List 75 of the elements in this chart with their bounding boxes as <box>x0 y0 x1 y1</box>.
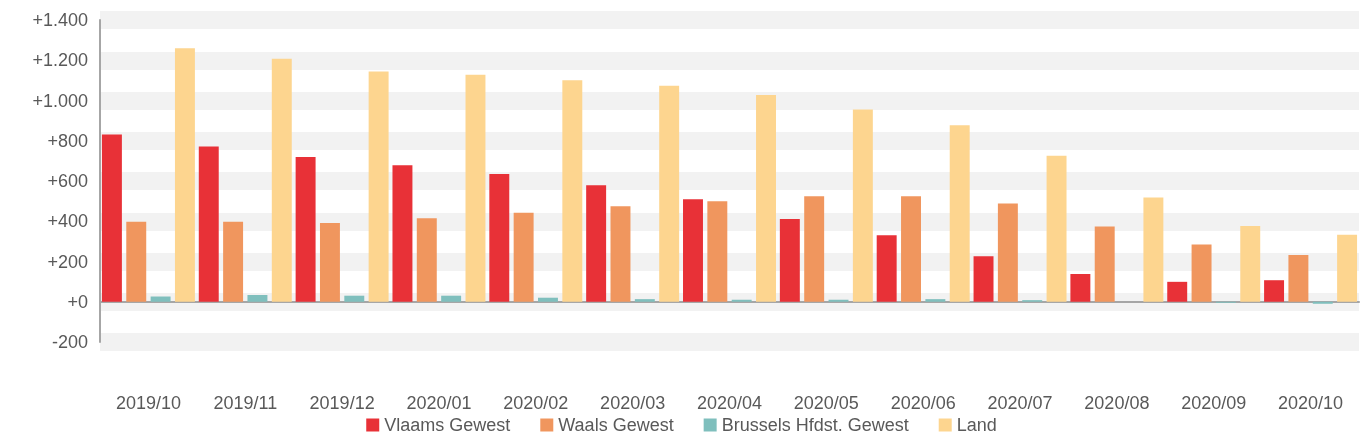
x-tick-label: 2019/10 <box>115 393 181 413</box>
bar <box>101 134 122 302</box>
bar <box>973 256 994 302</box>
bar <box>465 74 486 302</box>
bar <box>1191 244 1212 302</box>
bar <box>174 48 195 302</box>
bar <box>852 109 873 302</box>
bar <box>416 218 437 302</box>
bar <box>295 157 316 302</box>
y-tick-label: -200 <box>51 332 88 352</box>
bar <box>1167 281 1188 302</box>
bar <box>1240 226 1261 302</box>
bar <box>319 223 340 302</box>
y-tick-label: +1.000 <box>32 90 88 111</box>
y-tick-label: +1.200 <box>32 50 88 71</box>
bar <box>925 299 946 302</box>
x-tick-label: 2020/10 <box>1278 393 1344 413</box>
bar <box>344 295 365 302</box>
bar <box>392 165 413 302</box>
bar <box>756 95 776 302</box>
bar <box>198 146 219 302</box>
bar <box>441 295 462 302</box>
bar <box>1264 280 1285 302</box>
bar <box>1143 197 1164 302</box>
y-tick-label: +400 <box>47 211 88 232</box>
bar <box>997 203 1018 302</box>
legend-label: Land <box>956 415 997 435</box>
y-tick-label: +0 <box>67 291 88 312</box>
bar <box>804 196 825 302</box>
bar <box>949 125 970 302</box>
bar <box>876 235 897 302</box>
bar <box>779 219 800 302</box>
bar <box>1288 255 1309 302</box>
bar <box>513 212 534 302</box>
bar <box>247 295 268 302</box>
bar <box>707 201 728 302</box>
x-tick-label: 2020/07 <box>987 393 1053 413</box>
bar <box>1312 301 1333 304</box>
x-tick-label: 2020/02 <box>503 393 569 413</box>
bar <box>731 299 752 302</box>
bar <box>586 185 607 302</box>
bar <box>1094 226 1115 302</box>
bar <box>368 71 389 302</box>
x-tick-label: 2019/12 <box>309 393 375 413</box>
x-tick-label: 2020/08 <box>1084 393 1150 413</box>
legend-label: Waals Gewest <box>558 415 674 435</box>
x-tick-label: 2020/09 <box>1181 393 1247 413</box>
x-tick-label: 2020/06 <box>890 393 956 413</box>
bar <box>683 199 703 302</box>
x-tick-label: 2020/05 <box>793 393 859 413</box>
y-tick-label: +600 <box>47 171 88 191</box>
x-tick-label: 2020/03 <box>600 393 666 413</box>
bar <box>1046 155 1067 302</box>
bar <box>1070 273 1091 302</box>
bar <box>634 299 655 302</box>
bar <box>659 85 680 302</box>
legend-label: Vlaams Gewest <box>384 415 511 435</box>
y-tick-label: +200 <box>47 251 88 272</box>
bar <box>562 80 583 302</box>
bar <box>1337 234 1358 302</box>
y-tick-label: +1.400 <box>32 10 88 30</box>
x-tick-label: 2020/04 <box>696 393 763 413</box>
bar <box>150 296 171 302</box>
x-tick-label: 2020/01 <box>406 393 472 413</box>
y-tick-label: +800 <box>47 130 88 151</box>
bar <box>901 196 921 302</box>
bar <box>271 58 292 302</box>
legend-label: Brussels Hfdst. Gewest <box>721 415 909 435</box>
bar <box>126 221 147 302</box>
x-tick-label: 2019/11 <box>213 393 278 413</box>
bar <box>489 173 510 302</box>
bar <box>828 299 849 302</box>
bar <box>223 221 244 302</box>
bar <box>610 206 631 302</box>
bar <box>538 297 558 302</box>
